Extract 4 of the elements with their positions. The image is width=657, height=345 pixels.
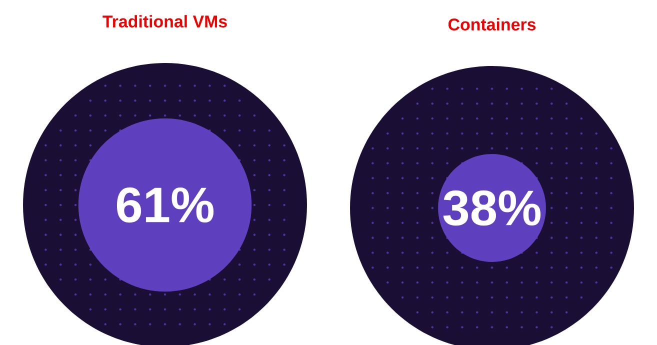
text: Containers bbox=[448, 18, 536, 31]
data-label: 38% bbox=[443, 190, 541, 226]
text: Traditional VMs bbox=[102, 15, 227, 28]
data-label: 61% bbox=[116, 187, 214, 223]
